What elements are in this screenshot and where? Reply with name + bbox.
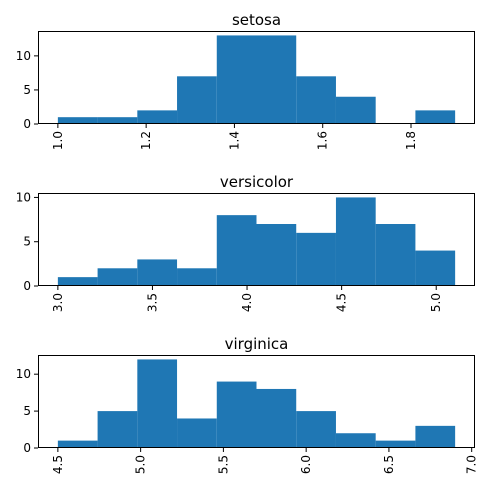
panel-virginica-ytick-label-2: 10 [16, 367, 31, 381]
panel-versicolor-xtick-label-3: 4.5 [335, 293, 349, 312]
panel-virginica-xtick-label-4: 6.5 [382, 455, 396, 474]
panel-virginica-xtick-label-2: 5.5 [216, 455, 230, 474]
panel-versicolor-xtick-label-2: 4.0 [240, 293, 254, 312]
panel-virginica-ytick-label-1: 5 [23, 404, 31, 418]
panel-setosa-bar-1 [97, 117, 138, 124]
panel-setosa-xtick-label-4: 1.8 [404, 131, 418, 150]
panel-setosa-xtick-label-1: 1.2 [139, 131, 153, 150]
panel-virginica-bar-1 [97, 411, 138, 448]
panel-setosa-bar-2 [137, 110, 178, 124]
panel-virginica-bar-0 [57, 440, 98, 448]
panel-versicolor-bar-1 [97, 268, 138, 286]
panel-virginica-xtick-label-1: 5.0 [134, 455, 148, 474]
panel-virginica-xtick-label-0: 4.5 [51, 455, 65, 474]
panel-setosa: setosa 0 5 10 1.0 1.2 1.4 1.6 1.8 [16, 11, 475, 150]
panel-setosa-title: setosa [232, 11, 281, 29]
panel-virginica-bar-8 [375, 440, 416, 448]
panel-setosa-xtick-label-2: 1.4 [227, 131, 241, 150]
panel-versicolor-bar-9 [415, 250, 456, 286]
panel-setosa-bar-0 [57, 117, 98, 124]
panel-versicolor-bar-3 [177, 268, 217, 286]
panel-versicolor-bar-4 [216, 215, 257, 286]
panel-versicolor-ytick-label-1: 5 [23, 235, 31, 249]
panel-setosa-ytick-label-1: 5 [23, 83, 31, 97]
panel-versicolor-bar-8 [375, 224, 416, 286]
panel-versicolor-bar-0 [57, 277, 98, 286]
panel-versicolor-ytick-label-2: 10 [16, 190, 31, 204]
panel-setosa-bar-9 [415, 110, 456, 124]
panel-versicolor-axes-frame [38, 193, 475, 286]
panel-virginica-bar-7 [335, 433, 376, 448]
panel-virginica-bar-2 [137, 359, 178, 448]
panel-versicolor-bar-5 [256, 224, 297, 286]
panel-versicolor: versicolor 0 5 10 3.0 3.5 4.0 4.5 5.0 [16, 173, 475, 312]
panel-virginica-xtick-label-3: 6.0 [299, 455, 313, 474]
panel-versicolor-bar-2 [137, 259, 178, 286]
panel-setosa-bar-7 [335, 96, 376, 124]
panel-virginica-bar-3 [177, 418, 217, 448]
panel-versicolor-ytick-label-0: 0 [23, 279, 31, 293]
panel-virginica-bar-5 [256, 388, 297, 448]
panel-virginica-axes-frame [38, 355, 475, 448]
panel-virginica-title: virginica [225, 335, 289, 353]
panel-virginica-ytick-label-0: 0 [23, 441, 31, 455]
panel-setosa-bar-4 [216, 35, 257, 124]
panel-virginica-bar-9 [415, 425, 456, 448]
panel-virginica-bar-6 [296, 411, 336, 448]
panel-versicolor-xtick-label-0: 3.0 [51, 293, 65, 312]
panel-setosa-axes-frame [38, 31, 475, 124]
panel-setosa-bar-5 [256, 35, 297, 124]
panel-setosa-bar-3 [177, 76, 217, 124]
panel-virginica-bar-4 [216, 381, 257, 448]
panel-versicolor-bar-6 [296, 232, 336, 286]
panel-versicolor-xtick-label-1: 3.5 [145, 293, 159, 312]
panel-virginica-xtick-label-5: 7.0 [465, 455, 479, 474]
panel-setosa-ytick-label-2: 10 [16, 49, 31, 63]
panel-versicolor-title: versicolor [220, 173, 294, 191]
panel-versicolor-bar-7 [335, 197, 376, 286]
panel-virginica: virginica 0 5 10 4.5 5.0 5.5 6.0 6.5 7.0 [16, 335, 479, 474]
panel-setosa-xtick-label-3: 1.6 [316, 131, 330, 150]
panel-setosa-ytick-label-0: 0 [23, 117, 31, 131]
panel-setosa-xtick-label-0: 1.0 [51, 131, 65, 150]
panel-setosa-bar-6 [296, 76, 336, 124]
panel-versicolor-xtick-label-4: 5.0 [429, 293, 443, 312]
